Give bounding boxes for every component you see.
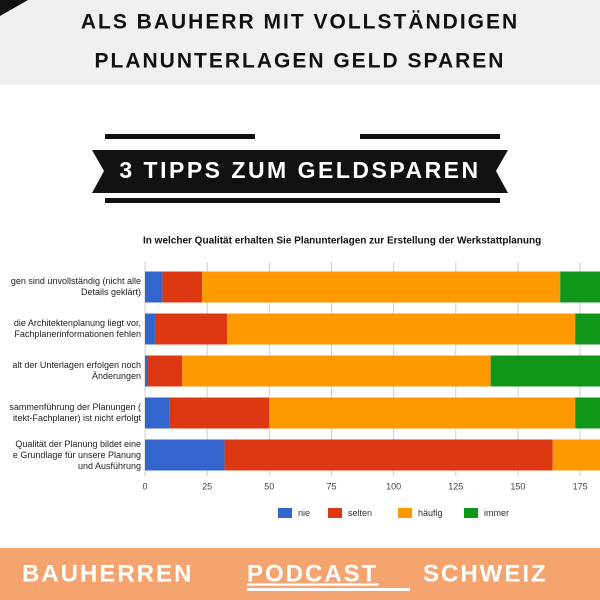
x-tick-label: 25 bbox=[202, 481, 212, 491]
header-band bbox=[0, 0, 600, 85]
underline bbox=[247, 588, 410, 591]
legend-label: immer bbox=[484, 508, 509, 518]
y-tick-label: sammenführung der Planungen ( itekt-Fach… bbox=[9, 402, 141, 423]
y-tick-label: Qualität der Planung bildet eine e Grund… bbox=[12, 438, 141, 471]
bar bbox=[145, 397, 170, 429]
legend-label: selten bbox=[348, 508, 372, 518]
badge bbox=[92, 150, 508, 193]
bar bbox=[162, 271, 203, 303]
badge-text: 3 TIPPS ZUM GELDSPAREN bbox=[119, 157, 480, 183]
bar bbox=[145, 355, 148, 387]
bar bbox=[227, 313, 576, 345]
bar bbox=[145, 313, 155, 345]
bar bbox=[575, 313, 600, 345]
y-tick-label: gen sind unvollständig (nicht alle Detai… bbox=[10, 276, 141, 297]
x-tick-label: 150 bbox=[510, 481, 525, 491]
bar bbox=[145, 439, 225, 471]
x-tick-label: 175 bbox=[573, 481, 588, 491]
legend-swatch bbox=[328, 508, 342, 518]
x-tick-label: 100 bbox=[386, 481, 401, 491]
legend-label: nie bbox=[298, 508, 310, 518]
bar bbox=[224, 439, 553, 471]
footer-text: BAUHERREN bbox=[22, 560, 193, 587]
bar bbox=[560, 271, 600, 303]
bar bbox=[182, 355, 491, 387]
bar bbox=[490, 355, 600, 387]
bar bbox=[552, 439, 600, 471]
y-tick-label: die Architektenplanung liegt vor, Fachpl… bbox=[13, 318, 141, 339]
bar bbox=[269, 397, 576, 429]
header-line: ALS BAUHERR MIT VOLLSTÄNDIGEN bbox=[81, 11, 519, 34]
legend-swatch bbox=[464, 508, 478, 518]
bar bbox=[202, 271, 561, 303]
bar bbox=[154, 313, 228, 345]
header-line: PLANUNTERLAGEN GELD SPAREN bbox=[95, 50, 506, 73]
corner bbox=[0, 0, 28, 16]
rule bbox=[360, 134, 500, 139]
y-tick-label: alt der Unterlagen erfolgen noch Änderun… bbox=[12, 360, 141, 381]
bars bbox=[145, 271, 600, 471]
bar bbox=[575, 397, 600, 429]
x-tick-label: 0 bbox=[142, 481, 147, 491]
rule bbox=[105, 134, 255, 139]
legend: nie selten häufig immer bbox=[278, 508, 509, 518]
footer-band bbox=[0, 548, 600, 600]
bar bbox=[145, 271, 163, 303]
legend-swatch bbox=[278, 508, 292, 518]
rule bbox=[105, 198, 500, 203]
chart-title: In welcher Qualität erhalten Sie Planunt… bbox=[143, 236, 541, 247]
legend-swatch bbox=[398, 508, 412, 518]
bar bbox=[169, 397, 270, 429]
x-tick-label: 125 bbox=[448, 481, 463, 491]
footer-text: SCHWEIZ bbox=[423, 560, 548, 587]
bar bbox=[147, 355, 183, 387]
x-tick-label: 50 bbox=[264, 481, 274, 491]
footer-text: PODCAST bbox=[247, 560, 378, 587]
legend-label: häufig bbox=[418, 508, 443, 518]
x-tick-label: 75 bbox=[326, 481, 336, 491]
